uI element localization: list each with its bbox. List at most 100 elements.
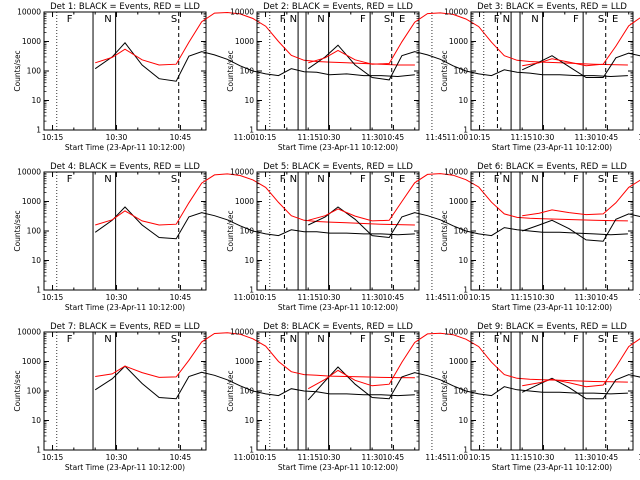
x-tick-label: 11:30 bbox=[574, 133, 596, 142]
state-marker: S bbox=[171, 14, 177, 25]
state-marker: N bbox=[317, 334, 324, 345]
state-marker: E bbox=[399, 14, 405, 25]
panel-title: Det 2: BLACK = Events, RED = LLD bbox=[263, 2, 413, 12]
y-tick-label: 100 bbox=[27, 67, 42, 76]
x-tick-label: 10:45 bbox=[383, 293, 405, 302]
events-series-line bbox=[307, 44, 628, 81]
lld-series-line bbox=[522, 179, 640, 217]
x-tick-label: 10:30 bbox=[533, 133, 555, 142]
y-tick-label: 10000 bbox=[444, 328, 468, 337]
x-tick-label: 11:45 bbox=[425, 293, 447, 302]
state-marker: F bbox=[280, 174, 286, 185]
y-tick-label: 1 bbox=[36, 286, 41, 295]
y-tick-label: 1000 bbox=[449, 357, 468, 366]
x-tick-label: 10:45 bbox=[170, 293, 192, 302]
y-tick-label: 1000 bbox=[22, 197, 41, 206]
state-marker: E bbox=[612, 174, 618, 185]
y-tick-label: 1000 bbox=[449, 197, 468, 206]
x-tick-label: 11:30 bbox=[361, 133, 383, 142]
x-tick-label: 10:15 bbox=[469, 293, 491, 302]
events-series-line bbox=[521, 374, 640, 400]
plot-frame bbox=[470, 11, 634, 131]
x-tick-label: 11:15 bbox=[298, 133, 320, 142]
x-axis-label: Start Time (23-Apr-11 10:12:00) bbox=[278, 143, 398, 152]
lld-series-line bbox=[522, 338, 640, 388]
panel-det-1: Det 1: BLACK = Events, RED = LLD 1 10 100 10… bbox=[13, 2, 447, 152]
plot-frame bbox=[256, 331, 420, 451]
x-tick-label: 10:15 bbox=[42, 453, 64, 462]
y-tick-label: 10 bbox=[244, 256, 254, 265]
x-tick-label: 11:00 bbox=[447, 133, 469, 142]
y-tick-label: 10 bbox=[458, 416, 468, 425]
y-tick-label: 10 bbox=[244, 416, 254, 425]
y-axis-label: Counts/sec bbox=[226, 210, 235, 251]
y-tick-label: 100 bbox=[240, 387, 255, 396]
x-axis-label: Start Time (23-Apr-11 10:12:00) bbox=[278, 303, 398, 312]
x-axis-label: Start Time (23-Apr-11 10:12:00) bbox=[492, 143, 612, 152]
x-tick-label: 11:45 bbox=[638, 133, 640, 142]
state-marker: N bbox=[503, 14, 510, 25]
x-tick-label: 11:15 bbox=[511, 293, 533, 302]
state-marker: S bbox=[171, 174, 177, 185]
y-axis-label: Counts/sec bbox=[440, 50, 449, 91]
y-tick-label: 10 bbox=[31, 96, 41, 105]
y-tick-label: 10000 bbox=[17, 8, 41, 17]
lld-series-line bbox=[522, 17, 640, 67]
x-tick-label: 10:30 bbox=[533, 453, 555, 462]
x-tick-label: 10:15 bbox=[42, 293, 64, 302]
y-axis-label: Counts/sec bbox=[13, 210, 22, 251]
x-tick-label: 10:45 bbox=[597, 133, 619, 142]
state-marker: S bbox=[384, 14, 390, 25]
x-tick-label: 11:00 bbox=[234, 453, 256, 462]
state-marker: F bbox=[494, 14, 500, 25]
state-marker: N bbox=[290, 334, 297, 345]
panel-det-6: Det 6: BLACK = Events, RED = LLD 1 10 100 10… bbox=[440, 162, 640, 312]
x-tick-label: 11:00 bbox=[447, 293, 469, 302]
x-tick-label: 10:30 bbox=[106, 453, 128, 462]
panel-title: Det 3: BLACK = Events, RED = LLD bbox=[477, 2, 627, 12]
y-axis-label: Counts/sec bbox=[226, 370, 235, 411]
events-series-line bbox=[521, 52, 640, 78]
panel-det-7: Det 7: BLACK = Events, RED = LLD 1 10 100 10… bbox=[13, 322, 447, 472]
panel-det-9: Det 9: BLACK = Events, RED = LLD 1 10 100 10… bbox=[440, 322, 640, 472]
state-marker: S bbox=[384, 174, 390, 185]
state-marker: S bbox=[598, 174, 604, 185]
y-tick-label: 1000 bbox=[235, 357, 254, 366]
panel-title: Det 6: BLACK = Events, RED = LLD bbox=[477, 162, 627, 172]
state-marker: S bbox=[384, 334, 390, 345]
y-tick-label: 1000 bbox=[235, 37, 254, 46]
y-tick-label: 100 bbox=[27, 227, 42, 236]
x-tick-label: 11:30 bbox=[574, 293, 596, 302]
x-tick-label: 10:45 bbox=[170, 453, 192, 462]
y-tick-label: 10000 bbox=[444, 168, 468, 177]
plot-frame bbox=[256, 171, 420, 291]
plot-frame bbox=[43, 171, 207, 291]
state-marker: F bbox=[67, 334, 73, 345]
y-axis-label: Counts/sec bbox=[440, 370, 449, 411]
state-marker: E bbox=[399, 174, 405, 185]
y-tick-label: 1000 bbox=[449, 37, 468, 46]
x-tick-label: 11:30 bbox=[361, 293, 383, 302]
x-tick-label: 11:15 bbox=[511, 453, 533, 462]
x-tick-label: 11:15 bbox=[298, 453, 320, 462]
panel-det-4: Det 4: BLACK = Events, RED = LLD 1 10 100 10… bbox=[13, 162, 447, 312]
x-tick-label: 10:15 bbox=[469, 133, 491, 142]
panel-title: Det 8: BLACK = Events, RED = LLD bbox=[263, 322, 413, 332]
state-marker: F bbox=[67, 174, 73, 185]
y-tick-label: 100 bbox=[240, 67, 255, 76]
x-tick-label: 10:15 bbox=[42, 133, 64, 142]
x-tick-label: 11:00 bbox=[234, 293, 256, 302]
x-tick-label: 11:15 bbox=[511, 133, 533, 142]
state-marker: E bbox=[612, 334, 618, 345]
panel-det-3: Det 3: BLACK = Events, RED = LLD 1 10 100 10… bbox=[440, 2, 640, 152]
x-axis-label: Start Time (23-Apr-11 10:12:00) bbox=[65, 463, 185, 472]
state-marker: F bbox=[573, 174, 579, 185]
y-tick-label: 10 bbox=[244, 96, 254, 105]
events-series-line bbox=[522, 213, 640, 242]
state-marker: S bbox=[598, 14, 604, 25]
x-tick-label: 10:15 bbox=[255, 133, 277, 142]
state-marker: N bbox=[317, 174, 324, 185]
x-tick-label: 10:30 bbox=[106, 133, 128, 142]
x-tick-label: 10:15 bbox=[469, 453, 491, 462]
